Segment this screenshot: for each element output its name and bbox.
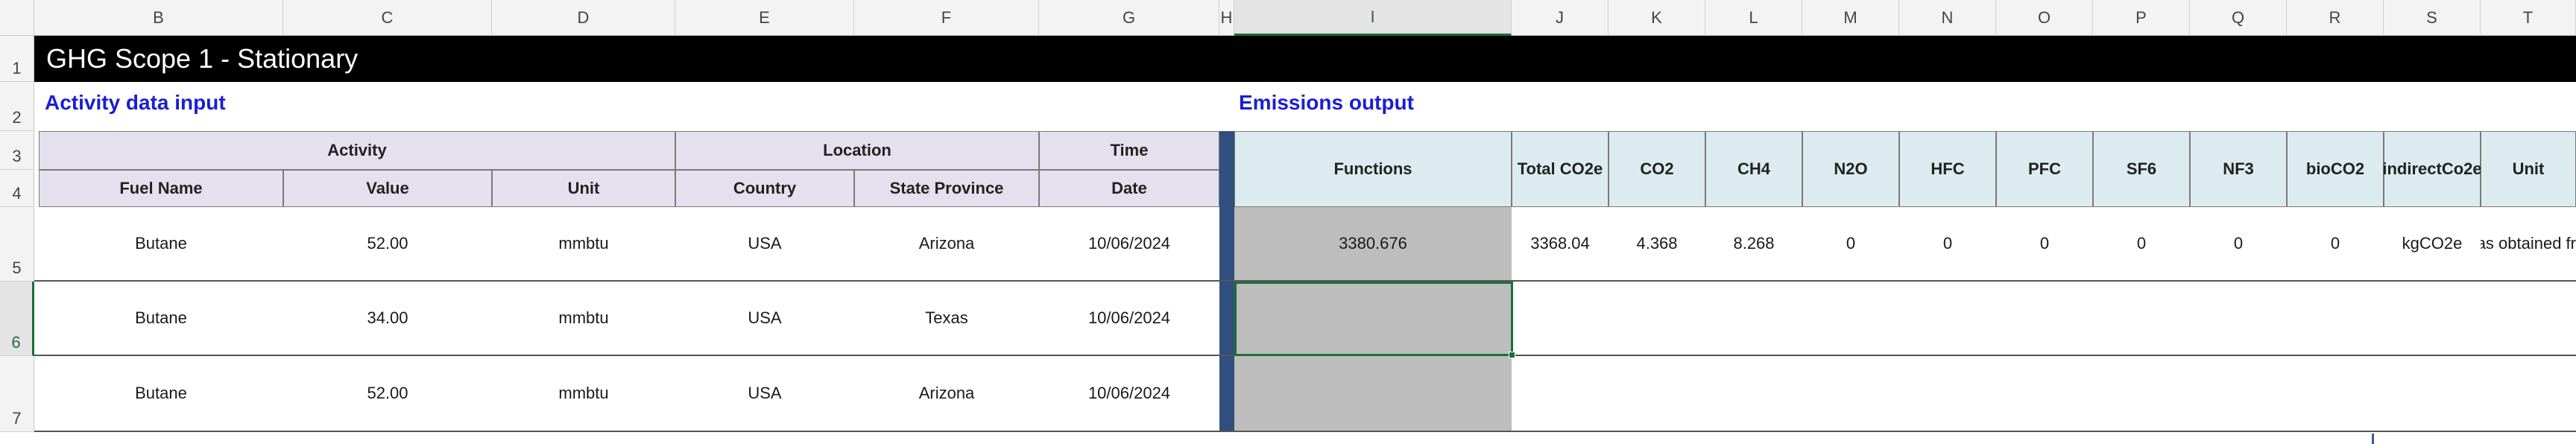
fuel-name-cell[interactable]: Butane (135, 308, 187, 327)
column-header-m[interactable]: M (1802, 0, 1899, 36)
value-cell[interactable]: 52.00 (367, 384, 408, 402)
row-header-3[interactable]: 3 (0, 131, 34, 170)
hfc-header: HFC (1899, 131, 1996, 207)
column-header-t[interactable]: T (2481, 0, 2576, 36)
fuel-name-header: Fuel Name (39, 170, 283, 207)
select-all-corner[interactable] (0, 0, 34, 36)
column-header-c[interactable]: C (283, 0, 492, 36)
row-header-2[interactable]: 2 (0, 82, 34, 131)
country-cell[interactable]: USA (748, 308, 782, 327)
column-header-j[interactable]: J (1512, 0, 1609, 36)
column-header-n[interactable]: N (1899, 0, 1996, 36)
nf3-cell[interactable]: 0 (2233, 234, 2244, 253)
co2-cell[interactable]: 4.368 (1636, 234, 1678, 253)
column-header-g[interactable]: G (1039, 0, 1219, 36)
state-province-cell[interactable]: Arizona (918, 234, 975, 253)
pfc-cell[interactable]: 0 (2039, 234, 2050, 253)
co2-header: CO2 (1609, 131, 1705, 207)
date-cell[interactable]: 10/06/2024 (1087, 308, 1171, 327)
row-divider (34, 280, 2576, 282)
unit-cell[interactable]: mmbtu (558, 384, 609, 402)
sheet-title: GHG Scope 1 - Stationary (34, 36, 2576, 82)
country-header: Country (675, 170, 854, 207)
column-header-d[interactable]: D (492, 0, 675, 36)
ch4-header: CH4 (1705, 131, 1802, 207)
fuel-name-cell[interactable]: Butane (135, 234, 187, 253)
row-divider (34, 431, 2576, 432)
value-cell[interactable]: 52.00 (367, 234, 408, 253)
pfc-header: PFC (1996, 131, 2093, 207)
column-header-e[interactable]: E (675, 0, 854, 36)
row-header-4[interactable]: 4 (0, 170, 34, 207)
column-header-i[interactable]: I (1234, 0, 1512, 36)
column-header-l[interactable]: L (1705, 0, 1802, 36)
indirectco2e-cell[interactable]: kgCO2e (2402, 234, 2463, 253)
selected-cell[interactable] (1234, 282, 1513, 356)
indirectco2e-header: indirectCo2e (2382, 131, 2482, 207)
column-header-f[interactable]: F (854, 0, 1039, 36)
functions-cell[interactable]: 3380.676 (1339, 234, 1407, 253)
row-header-6[interactable]: 6 (0, 282, 34, 356)
activity-section-label: Activity data input (45, 91, 226, 114)
fill-handle[interactable] (1509, 352, 1515, 358)
activity-group-header: Activity (39, 131, 675, 170)
column-header-k[interactable]: K (1609, 0, 1705, 36)
unit-output-header: Unit (2481, 131, 2576, 207)
country-cell[interactable]: USA (748, 384, 782, 402)
date-header: Date (1039, 170, 1219, 207)
location-group-header: Location (675, 131, 1039, 170)
functions-header: Functions (1234, 131, 1512, 207)
column-header-s[interactable]: S (2384, 0, 2481, 36)
unit-cell[interactable]: mmbtu (558, 234, 609, 253)
ch4-cell[interactable]: 8.268 (1733, 234, 1775, 253)
unit-header: Unit (492, 170, 675, 207)
country-cell[interactable]: USA (748, 234, 782, 253)
state-province-header: State Province (854, 170, 1039, 207)
emissions-section-label: Emissions output (1239, 91, 1414, 114)
row-header-1[interactable]: 1 (0, 36, 34, 82)
column-header-p[interactable]: P (2093, 0, 2190, 36)
section-separator (1219, 131, 1234, 432)
state-province-cell[interactable]: Arizona (918, 384, 975, 402)
pointer-mark (2372, 434, 2374, 444)
nf3-header: NF3 (2190, 131, 2287, 207)
bioco2-cell[interactable]: 0 (2330, 234, 2340, 253)
state-province-cell[interactable]: Texas (925, 308, 968, 327)
column-header-b[interactable]: B (34, 0, 283, 36)
sf6-cell[interactable]: 0 (2136, 234, 2147, 253)
unit-cell[interactable]: mmbtu (558, 308, 609, 327)
value-cell[interactable]: 34.00 (367, 308, 408, 327)
functions-column-fill (1234, 207, 1512, 432)
sf6-header: SF6 (2093, 131, 2190, 207)
bioco2-header: bioCO2 (2287, 131, 2384, 207)
unit-output-cell[interactable]: as obtained fr (2481, 234, 2576, 253)
column-header-o[interactable]: O (1996, 0, 2093, 36)
date-cell[interactable]: 10/06/2024 (1087, 234, 1171, 253)
row-header-5[interactable]: 5 (0, 207, 34, 282)
n2o-header: N2O (1802, 131, 1899, 207)
column-header-q[interactable]: Q (2190, 0, 2287, 36)
fuel-name-cell[interactable]: Butane (135, 384, 187, 402)
total-co2e-cell[interactable]: 3368.04 (1530, 234, 1590, 253)
time-group-header: Time (1039, 131, 1219, 170)
date-cell[interactable]: 10/06/2024 (1087, 384, 1171, 402)
value-header: Value (283, 170, 492, 207)
row-header-7[interactable]: 7 (0, 356, 34, 432)
column-header-r[interactable]: R (2287, 0, 2384, 36)
hfc-cell[interactable]: 0 (1942, 234, 1953, 253)
n2o-cell[interactable]: 0 (1846, 234, 1856, 253)
total-co2e-header: Total CO2e (1512, 131, 1609, 207)
column-header-h[interactable]: H (1219, 0, 1234, 36)
